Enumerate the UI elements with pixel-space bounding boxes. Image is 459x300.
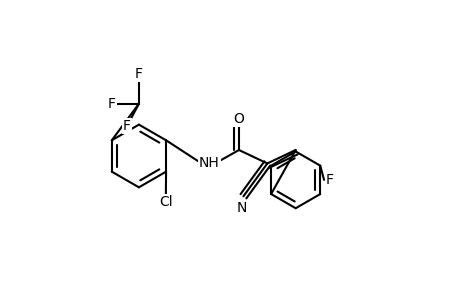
Text: F: F	[325, 173, 333, 187]
Text: O: O	[233, 112, 244, 126]
Text: Cl: Cl	[159, 195, 172, 209]
Text: NH: NH	[198, 156, 219, 170]
Text: F: F	[134, 67, 143, 81]
Text: F: F	[123, 119, 131, 133]
Text: N: N	[236, 201, 246, 215]
Text: F: F	[108, 97, 116, 111]
